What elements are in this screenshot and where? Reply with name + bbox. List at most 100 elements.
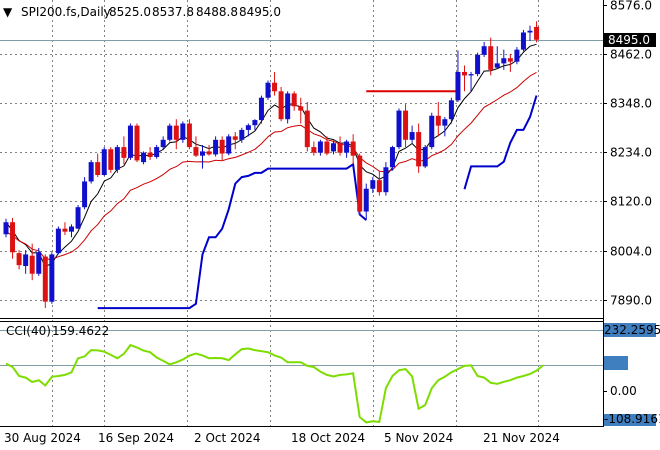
candle-body	[298, 106, 304, 111]
y-tick-label-3: 8234.0	[610, 146, 652, 160]
grid-lines	[0, 0, 603, 426]
cci-series	[5, 343, 544, 424]
candle-body	[108, 149, 114, 170]
candle-body	[429, 115, 435, 148]
candle-body	[200, 151, 205, 156]
chart-frame	[0, 0, 604, 427]
support-step-line	[97, 162, 367, 310]
candle-body	[442, 119, 448, 126]
candle-body	[42, 256, 48, 302]
candle-body	[324, 141, 330, 154]
candle-body	[363, 188, 369, 212]
fast-ma-line	[5, 43, 537, 268]
candle-body	[75, 207, 81, 229]
candle-body	[389, 147, 395, 168]
candle-body	[501, 58, 507, 64]
axis-labels: 7890.0 8004.0 8120.0 8234.0 8348.0 8462.0 8576…	[4, 0, 652, 445]
candle-body	[520, 32, 526, 50]
symbol-label: SPI200.fs,Daily	[21, 5, 111, 19]
candle-body	[376, 180, 382, 193]
candle-body	[29, 255, 35, 274]
cci-max-badge	[604, 323, 656, 337]
candle-body	[10, 222, 16, 253]
candle-body	[219, 139, 225, 154]
candle-body	[285, 93, 291, 120]
x-tick-label-3: 18 Oct 2024	[291, 431, 365, 445]
last-price-badge-text: 8495.0	[608, 33, 650, 47]
candle-body	[252, 120, 258, 126]
candle-body	[134, 125, 140, 161]
candle-body	[317, 141, 323, 153]
candle-body	[226, 136, 232, 154]
cci-value: 159.4622	[52, 324, 109, 338]
candle-body	[435, 115, 441, 126]
cci-line	[5, 343, 544, 424]
candle-body	[258, 97, 264, 121]
candle-body	[331, 143, 336, 152]
candle-body	[213, 139, 219, 155]
candle-body	[82, 181, 88, 208]
y-tick-label-1: 8004.0	[610, 245, 652, 259]
candle-body	[36, 252, 42, 274]
candle-body	[383, 167, 389, 193]
candle-body	[69, 226, 74, 232]
candle-body	[16, 253, 22, 266]
candle-body	[291, 93, 297, 107]
y-tick-label-6: 8576.0	[610, 0, 652, 13]
candlestick-series	[3, 21, 540, 309]
candle-body	[265, 82, 271, 98]
candle-body	[350, 141, 356, 156]
x-tick-label-5: 21 Nov 2024	[483, 431, 560, 445]
candle-body	[121, 147, 127, 158]
low-value: 8488.8	[196, 5, 238, 19]
candle-body	[357, 155, 363, 212]
x-tick-label-4: 5 Nov 2024	[384, 431, 453, 445]
candle-body	[101, 149, 107, 176]
open-value: 8525.0	[109, 5, 151, 19]
cci-100-badge	[604, 356, 628, 370]
candle-body	[304, 110, 310, 148]
candle-body	[141, 152, 147, 163]
x-tick-label-0: 30 Aug 2024	[4, 431, 81, 445]
y-tick-label-5: 8462.0	[610, 48, 652, 62]
candle-body	[147, 152, 153, 157]
candle-body	[88, 162, 94, 182]
candle-body	[23, 254, 29, 267]
candle-body	[494, 63, 500, 68]
candle-body	[193, 147, 199, 156]
last-price-badge	[604, 33, 656, 47]
candle-body	[278, 91, 284, 120]
candle-body	[370, 180, 376, 189]
cci-min-label: -108.9161	[604, 412, 660, 426]
candle-body	[154, 147, 160, 157]
candle-body	[409, 132, 415, 140]
close-value: 8495.0	[239, 5, 281, 19]
candle-body	[311, 147, 317, 153]
candle-body	[534, 26, 540, 40]
candle-body	[527, 30, 533, 33]
candle-body	[160, 139, 166, 148]
candle-body	[114, 147, 120, 170]
candle-body	[206, 151, 212, 155]
candle-body	[272, 82, 278, 92]
candle-body	[337, 143, 343, 153]
support-step-line-2	[463, 95, 538, 190]
candle-body	[462, 71, 467, 76]
collapse-triangle-icon[interactable]: ▼	[3, 5, 13, 19]
candle-body	[49, 254, 55, 302]
candle-body	[173, 125, 179, 140]
candle-body	[167, 125, 173, 140]
candle-body	[396, 110, 402, 148]
indicator-overlays	[5, 43, 538, 310]
candle-body	[232, 136, 238, 140]
candle-body	[422, 147, 428, 167]
cci-min-badge	[604, 414, 656, 426]
candle-body	[468, 74, 474, 76]
candle-body	[448, 100, 454, 120]
y-tick-label-0: 7890.0	[610, 294, 652, 308]
candle-body	[127, 125, 133, 158]
y-tick-label-2: 8120.0	[610, 195, 652, 209]
candle-body	[507, 58, 513, 62]
